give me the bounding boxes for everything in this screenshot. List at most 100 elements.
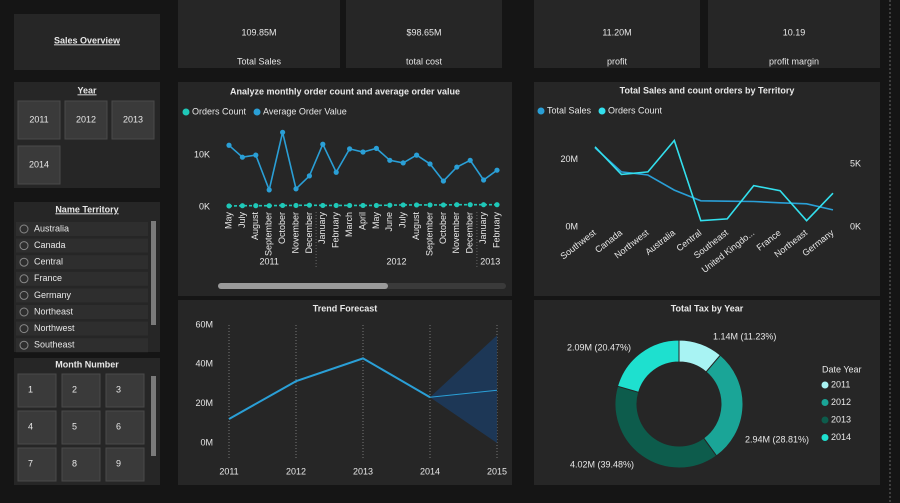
- territory-item[interactable]: Central: [34, 257, 63, 267]
- card-label: Total Sales: [237, 56, 282, 66]
- x-group-label: 2013: [480, 256, 500, 266]
- territory-row[interactable]: [16, 255, 148, 270]
- y-tick-label: 20M: [560, 154, 578, 164]
- confidence-band: [430, 335, 497, 443]
- chart-title: Trend Forecast: [313, 303, 378, 313]
- territory-row[interactable]: [16, 321, 148, 336]
- x-tick-label: 2015: [487, 466, 507, 476]
- x-tick-label: January: [317, 212, 327, 245]
- territory-row[interactable]: [16, 338, 148, 353]
- month-button[interactable]: [61, 447, 101, 482]
- month-button-label[interactable]: 1: [28, 384, 33, 394]
- x-tick-label: June: [384, 212, 394, 232]
- territory-item[interactable]: France: [34, 273, 62, 283]
- month-button[interactable]: [105, 447, 145, 482]
- slicer-title: Year: [77, 85, 97, 95]
- month-button-label[interactable]: 3: [116, 384, 121, 394]
- series-marker: [414, 202, 420, 208]
- chart-title: Total Sales and count orders by Territor…: [620, 85, 795, 95]
- territory-row[interactable]: [16, 288, 148, 303]
- card-value: 11.20M: [602, 27, 631, 37]
- month-button[interactable]: [61, 373, 101, 408]
- series-marker: [373, 145, 379, 151]
- year-button-label[interactable]: 2011: [29, 114, 48, 124]
- territory-row[interactable]: [16, 222, 148, 236]
- y-tick-label: 10K: [194, 150, 210, 160]
- x-tick-label: July: [398, 212, 408, 229]
- territory-item[interactable]: Australia: [34, 223, 69, 233]
- legend-label: Total Sales: [547, 105, 592, 115]
- territory-item[interactable]: Southeast: [34, 340, 75, 350]
- territory-row[interactable]: [16, 271, 148, 286]
- year-button-label[interactable]: 2013: [123, 114, 143, 124]
- series-marker: [427, 202, 433, 208]
- territory-item[interactable]: Canada: [34, 240, 66, 250]
- month-button[interactable]: [105, 410, 145, 445]
- radio[interactable]: [19, 241, 29, 251]
- legend-marker: [821, 399, 829, 406]
- month-button-label[interactable]: 5: [72, 421, 77, 431]
- series-marker: [306, 173, 312, 179]
- territory-item[interactable]: Germany: [34, 290, 72, 300]
- radio[interactable]: [19, 324, 29, 334]
- year-button[interactable]: [111, 100, 155, 140]
- series-marker: [481, 202, 487, 208]
- series-marker: [400, 202, 406, 208]
- month-button-label[interactable]: 2: [72, 384, 77, 394]
- series-marker: [333, 202, 339, 209]
- series-marker: [320, 141, 326, 147]
- series-marker: [320, 202, 326, 209]
- radio[interactable]: [19, 307, 29, 317]
- month-button-label[interactable]: 9: [116, 458, 121, 468]
- month-button-label[interactable]: 4: [28, 421, 33, 431]
- year-button[interactable]: [17, 145, 61, 185]
- month-button-label[interactable]: 7: [28, 458, 33, 468]
- dashboard-title: Sales Overview: [54, 35, 121, 45]
- radio[interactable]: [19, 290, 29, 300]
- x-tick-label: May: [371, 212, 381, 230]
- x-group-label: 2012: [386, 256, 406, 266]
- month-button[interactable]: [17, 447, 57, 482]
- year-button[interactable]: [17, 100, 61, 140]
- series-marker: [400, 160, 406, 166]
- year-button-label[interactable]: 2012: [76, 114, 96, 124]
- series-marker: [427, 161, 433, 167]
- territory-item[interactable]: Northeast: [34, 306, 74, 316]
- territory-item[interactable]: Northwest: [34, 323, 75, 333]
- data-label: 2.94M (28.81%): [745, 434, 809, 444]
- series-marker: [494, 167, 500, 173]
- card-label: profit: [607, 56, 628, 66]
- year-button[interactable]: [64, 100, 108, 140]
- list-scrollbar[interactable]: [151, 376, 156, 456]
- radio[interactable]: [19, 340, 29, 350]
- series-marker: [494, 202, 500, 208]
- month-button-label[interactable]: 8: [72, 458, 77, 468]
- radio[interactable]: [19, 274, 29, 284]
- scrollbar-thumb[interactable]: [218, 283, 388, 289]
- legend-title: Date Year: [822, 364, 862, 374]
- slicer-title: Month Number: [55, 359, 119, 369]
- territory-row[interactable]: [16, 238, 148, 253]
- year-button-label[interactable]: 2014: [29, 159, 49, 169]
- territory-row[interactable]: [16, 305, 148, 319]
- x-tick-label: March: [344, 212, 354, 237]
- series-marker: [481, 177, 487, 183]
- month-button-label[interactable]: 6: [116, 421, 121, 431]
- data-label: 2.09M (20.47%): [567, 342, 631, 352]
- x-tick-label: 2011: [219, 466, 238, 476]
- month-button[interactable]: [17, 373, 57, 408]
- radio[interactable]: [19, 224, 29, 234]
- list-scrollbar[interactable]: [151, 221, 156, 325]
- month-button[interactable]: [61, 410, 101, 445]
- data-label: 1.14M (11.23%): [713, 331, 776, 341]
- series-marker: [306, 202, 312, 208]
- month-button[interactable]: [105, 373, 145, 408]
- legend-marker: [821, 434, 829, 441]
- y-tick-label: 0K: [199, 201, 210, 211]
- month-button[interactable]: [17, 410, 57, 445]
- card-panel: [708, 0, 880, 68]
- y-tick-label: 0M: [200, 437, 213, 447]
- series-marker: [253, 203, 259, 209]
- radio[interactable]: [19, 257, 29, 267]
